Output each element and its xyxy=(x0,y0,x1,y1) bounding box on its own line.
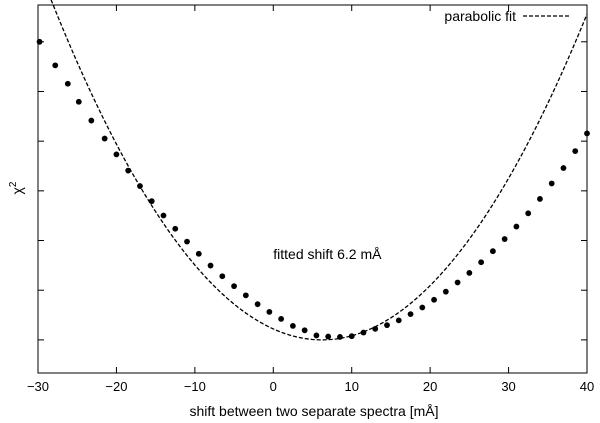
parabolic-fit-curve xyxy=(50,0,588,341)
data-point xyxy=(101,135,108,142)
data-point xyxy=(548,180,555,187)
data-point xyxy=(584,130,590,137)
data-point xyxy=(419,304,426,311)
data-point xyxy=(442,288,449,295)
x-tick-label: 30 xyxy=(501,379,515,394)
data-point xyxy=(266,309,273,315)
data-point xyxy=(125,167,132,174)
y-ticks xyxy=(38,41,587,341)
y-axis-label: χ2 xyxy=(8,181,25,194)
x-tick-label: −10 xyxy=(184,379,206,394)
data-point xyxy=(478,259,485,266)
data-point xyxy=(137,183,143,189)
data-point xyxy=(525,210,532,217)
data-point xyxy=(454,279,461,286)
data-point xyxy=(113,151,120,158)
data-point xyxy=(64,80,71,87)
data-point xyxy=(52,62,59,69)
x-tick-label: 20 xyxy=(423,379,437,394)
y-axis-label-sup: 2 xyxy=(8,181,19,187)
data-point xyxy=(325,333,332,340)
plot-frame xyxy=(37,4,588,374)
data-point xyxy=(289,323,296,329)
legend: parabolic fit xyxy=(444,8,569,24)
data-point xyxy=(372,325,379,332)
data-point xyxy=(384,322,390,329)
data-point xyxy=(148,198,155,205)
data-point xyxy=(184,238,190,245)
data-point xyxy=(395,317,402,324)
x-tick-labels: −30 −20 −10 0 10 20 30 40 xyxy=(27,379,594,394)
data-point xyxy=(207,262,214,269)
y-axis-label-base: χ xyxy=(9,186,25,194)
data-points xyxy=(36,38,590,340)
x-ticks xyxy=(37,5,588,373)
data-point xyxy=(572,148,579,155)
data-point xyxy=(313,332,320,339)
x-tick-label: −30 xyxy=(27,379,49,394)
data-point xyxy=(195,250,202,257)
data-point xyxy=(407,311,414,318)
data-point xyxy=(219,273,226,280)
x-tick-label: 10 xyxy=(344,379,358,394)
data-point xyxy=(254,301,261,308)
x-tick-label: 40 xyxy=(580,379,594,394)
data-point xyxy=(360,329,367,336)
data-point xyxy=(513,223,520,230)
x-tick-label: −20 xyxy=(105,379,127,394)
data-point xyxy=(36,38,43,45)
data-point xyxy=(348,333,355,340)
data-point xyxy=(278,316,285,322)
data-point xyxy=(242,292,249,299)
data-point xyxy=(501,236,508,242)
data-point xyxy=(160,212,167,219)
data-point xyxy=(560,165,567,171)
x-axis-label: shift between two separate spectra [mÅ] xyxy=(189,403,438,419)
data-point xyxy=(75,98,82,105)
data-point xyxy=(466,270,473,276)
data-point xyxy=(431,296,437,303)
data-point xyxy=(231,283,237,290)
fitted-shift-annotation: fitted shift 6.2 mÅ xyxy=(273,246,382,262)
data-point xyxy=(337,334,343,340)
x-tick-label: 0 xyxy=(270,379,277,394)
data-point xyxy=(537,196,543,202)
data-point xyxy=(172,225,179,232)
data-point xyxy=(301,327,308,334)
legend-label-parabolic-fit: parabolic fit xyxy=(444,8,516,24)
data-point xyxy=(88,117,95,124)
data-point xyxy=(489,248,496,255)
